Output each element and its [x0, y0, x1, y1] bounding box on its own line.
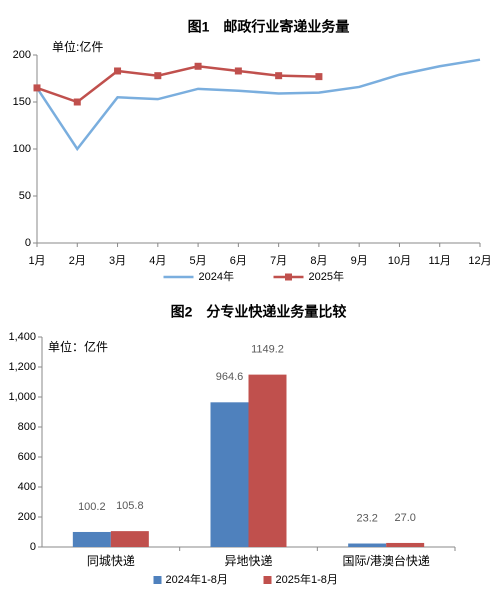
x-tick-label: 6月 — [230, 255, 247, 267]
value-label: 23.2 — [356, 512, 377, 524]
marker — [114, 67, 122, 75]
marker — [33, 84, 41, 92]
x-tick-label: 2月 — [69, 255, 86, 267]
x-tick-label: 12月 — [468, 255, 491, 267]
unit-label: 单位:亿件 — [52, 39, 103, 54]
x-tick-label: 10月 — [388, 255, 411, 267]
y-tick-label: 200 — [13, 49, 31, 61]
y-tick-label: 0 — [30, 541, 36, 553]
x-tick-label: 11月 — [429, 255, 451, 267]
bar — [110, 531, 149, 547]
x-tick-label: 异地快递 — [224, 554, 272, 568]
value-label: 105.8 — [116, 500, 144, 512]
value-label: 1149.2 — [251, 344, 284, 356]
x-tick-label: 8月 — [310, 255, 327, 267]
y-tick-label: 1,200 — [8, 361, 36, 373]
x-tick-label: 国际/港澳台快递 — [342, 553, 429, 568]
chart-title: 图1 邮政行业寄递业务量 — [188, 19, 350, 35]
bar — [248, 374, 287, 547]
x-tick-label: 7月 — [270, 255, 287, 267]
bar — [210, 402, 249, 547]
y-tick-label: 50 — [19, 190, 31, 202]
bar — [386, 542, 425, 547]
y-tick-label: 600 — [18, 451, 36, 463]
marker — [73, 98, 81, 106]
value-label: 964.6 — [216, 371, 244, 383]
x-tick-label: 5月 — [190, 255, 207, 267]
value-label: 100.2 — [78, 501, 106, 513]
line — [35, 58, 481, 152]
legend-label: 2025年1-8月 — [276, 572, 338, 586]
y-tick-label: 1,400 — [8, 331, 36, 343]
marker — [194, 62, 202, 70]
legend-swatch — [153, 576, 162, 584]
y-tick-label: 100 — [13, 143, 31, 155]
x-tick-label: 4月 — [149, 255, 166, 267]
y-tick-label: 150 — [13, 96, 31, 108]
unit-label: 单位：亿件 — [48, 339, 108, 354]
y-tick-label: 400 — [18, 481, 36, 493]
y-tick-label: 800 — [18, 421, 36, 433]
x-tick-label: 9月 — [351, 255, 368, 267]
y-tick-label: 0 — [25, 237, 31, 249]
marker — [275, 72, 283, 80]
legend-label: 2024年 — [199, 269, 234, 283]
chart-title: 图2 分专业快递业务量比较 — [171, 304, 347, 320]
x-tick-label: 同城快递 — [87, 554, 135, 568]
x-tick-label: 1月 — [28, 255, 45, 267]
marker — [234, 67, 242, 75]
marker — [315, 73, 323, 81]
bar — [72, 531, 111, 547]
legend-label: 2025年 — [309, 269, 344, 283]
x-tick-label: 3月 — [109, 255, 126, 267]
bar — [348, 543, 387, 547]
value-label: 27.0 — [394, 512, 415, 524]
legend-label: 2024年1-8月 — [166, 572, 228, 586]
legend-swatch — [263, 576, 272, 584]
line — [36, 65, 319, 104]
y-tick-label: 200 — [18, 511, 36, 523]
marker — [154, 72, 162, 80]
y-tick-label: 1,000 — [8, 391, 36, 403]
legend-marker — [285, 273, 292, 281]
